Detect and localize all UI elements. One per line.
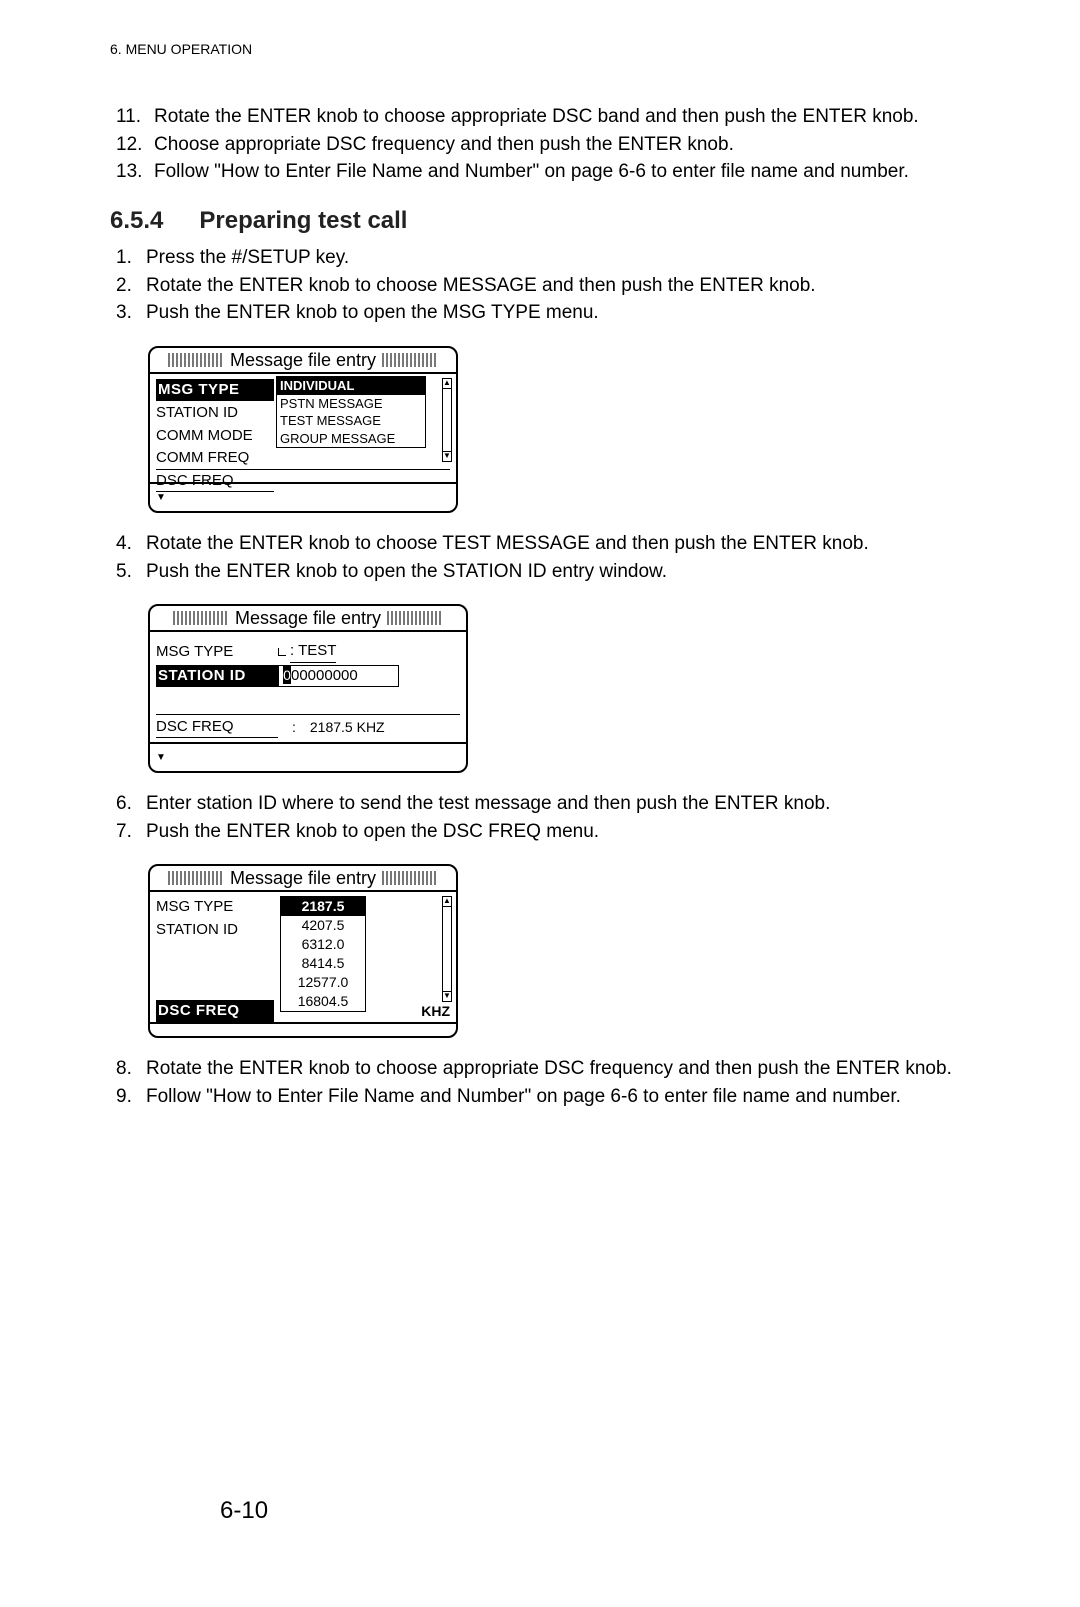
row-dsc-freq: DSC FREQ — [156, 471, 274, 492]
list-item: 6.Enter station ID where to send the tes… — [116, 791, 990, 817]
dropdown-item: 12577.0 — [281, 973, 365, 992]
list-steps-a: 1.Press the #/SETUP key. 2.Rotate the EN… — [110, 245, 990, 326]
row-station-id: STATION ID — [156, 665, 278, 687]
dsc-unit: KHZ — [421, 1002, 450, 1021]
list-item: 3.Push the ENTER knob to open the MSG TY… — [116, 300, 990, 326]
row-comm-freq: COMM FREQ — [156, 448, 274, 468]
dropdown-item-pstn: PSTN MESSAGE — [277, 395, 425, 413]
row-dsc-freq: DSC FREQ — [156, 717, 278, 738]
connector-icon — [278, 648, 286, 656]
figure-title: Message file entry — [150, 866, 456, 892]
list-item: 7.Push the ENTER knob to open the DSC FR… — [116, 819, 990, 845]
hatch-icon — [168, 353, 224, 367]
row-msg-type: MSG TYPE — [156, 642, 278, 662]
row-msg-type: MSG TYPE — [156, 897, 274, 917]
scrollbar: ▲ ▼ — [442, 896, 452, 1002]
dropdown-item: 4207.5 — [281, 916, 365, 935]
dropdown-item-individual: INDIVIDUAL — [277, 377, 425, 395]
cursor-icon: 0 — [283, 666, 291, 685]
list-item: 13.Follow "How to Enter File Name and Nu… — [116, 159, 990, 185]
section-heading: 6.5.4Preparing test call — [110, 205, 990, 237]
list-item: 11.Rotate the ENTER knob to choose appro… — [116, 104, 990, 130]
msg-type-dropdown: INDIVIDUAL PSTN MESSAGE TEST MESSAGE GRO… — [276, 376, 426, 448]
scrollbar: ▲ ▼ — [442, 378, 452, 462]
scroll-up-icon: ▲ — [443, 379, 451, 389]
dropdown-item: 6312.0 — [281, 935, 365, 954]
dsc-freq-value: 2187.5 KHZ — [310, 718, 385, 737]
list-item: 12.Choose appropriate DSC frequency and … — [116, 132, 990, 158]
dropdown-item-group: GROUP MESSAGE — [277, 430, 425, 448]
scroll-up-icon: ▲ — [443, 897, 451, 907]
figure-station-id-entry: Message file entry MSG TYPE : TEST STATI… — [148, 604, 990, 773]
page-number: 6-10 — [220, 1495, 268, 1527]
station-id-input: 000000000 — [278, 665, 399, 687]
down-arrow-icon — [156, 747, 166, 763]
row-station-id: STATION ID — [156, 403, 274, 423]
dropdown-item: 8414.5 — [281, 954, 365, 973]
hatch-icon — [382, 353, 438, 367]
figure-title: Message file entry — [150, 348, 456, 374]
hatch-icon — [387, 611, 443, 625]
list-steps-b: 4.Rotate the ENTER knob to choose TEST M… — [110, 531, 990, 584]
hatch-icon — [173, 611, 229, 625]
hatch-icon — [168, 871, 224, 885]
hatch-icon — [382, 871, 438, 885]
msg-type-value: : TEST — [290, 641, 336, 662]
list-item: 5.Push the ENTER knob to open the STATIO… — [116, 559, 990, 585]
list-item: 8.Rotate the ENTER knob to choose approp… — [116, 1056, 990, 1082]
list-steps-c: 6.Enter station ID where to send the tes… — [110, 791, 990, 844]
row-dsc-freq: DSC FREQ — [156, 1000, 274, 1022]
dropdown-item: 2187.5 — [281, 897, 365, 916]
page-header: 6. MENU OPERATION — [110, 40, 990, 59]
scroll-down-icon: ▼ — [443, 991, 451, 1001]
figure-msg-type-menu: Message file entry MSG TYPE STATION ID C… — [148, 346, 990, 513]
figure-title: Message file entry — [150, 606, 466, 632]
list-item: 2.Rotate the ENTER knob to choose MESSAG… — [116, 273, 990, 299]
dsc-freq-dropdown: 2187.5 4207.5 6312.0 8414.5 12577.0 1680… — [280, 896, 366, 1011]
row-station-id: STATION ID — [156, 920, 274, 940]
list-item: 4.Rotate the ENTER knob to choose TEST M… — [116, 531, 990, 557]
list-item: 1.Press the #/SETUP key. — [116, 245, 990, 271]
list-item: 9.Follow "How to Enter File Name and Num… — [116, 1084, 990, 1110]
row-msg-type: MSG TYPE — [156, 379, 274, 401]
list-prerequisite: 11.Rotate the ENTER knob to choose appro… — [110, 104, 990, 185]
dropdown-item-test: TEST MESSAGE — [277, 412, 425, 430]
figure-dsc-freq-menu: Message file entry MSG TYPE STATION ID D… — [148, 864, 990, 1038]
row-comm-mode: COMM MODE — [156, 426, 274, 446]
list-steps-d: 8.Rotate the ENTER knob to choose approp… — [110, 1056, 990, 1109]
scroll-down-icon: ▼ — [443, 451, 451, 461]
dropdown-item: 16804.5 — [281, 992, 365, 1011]
